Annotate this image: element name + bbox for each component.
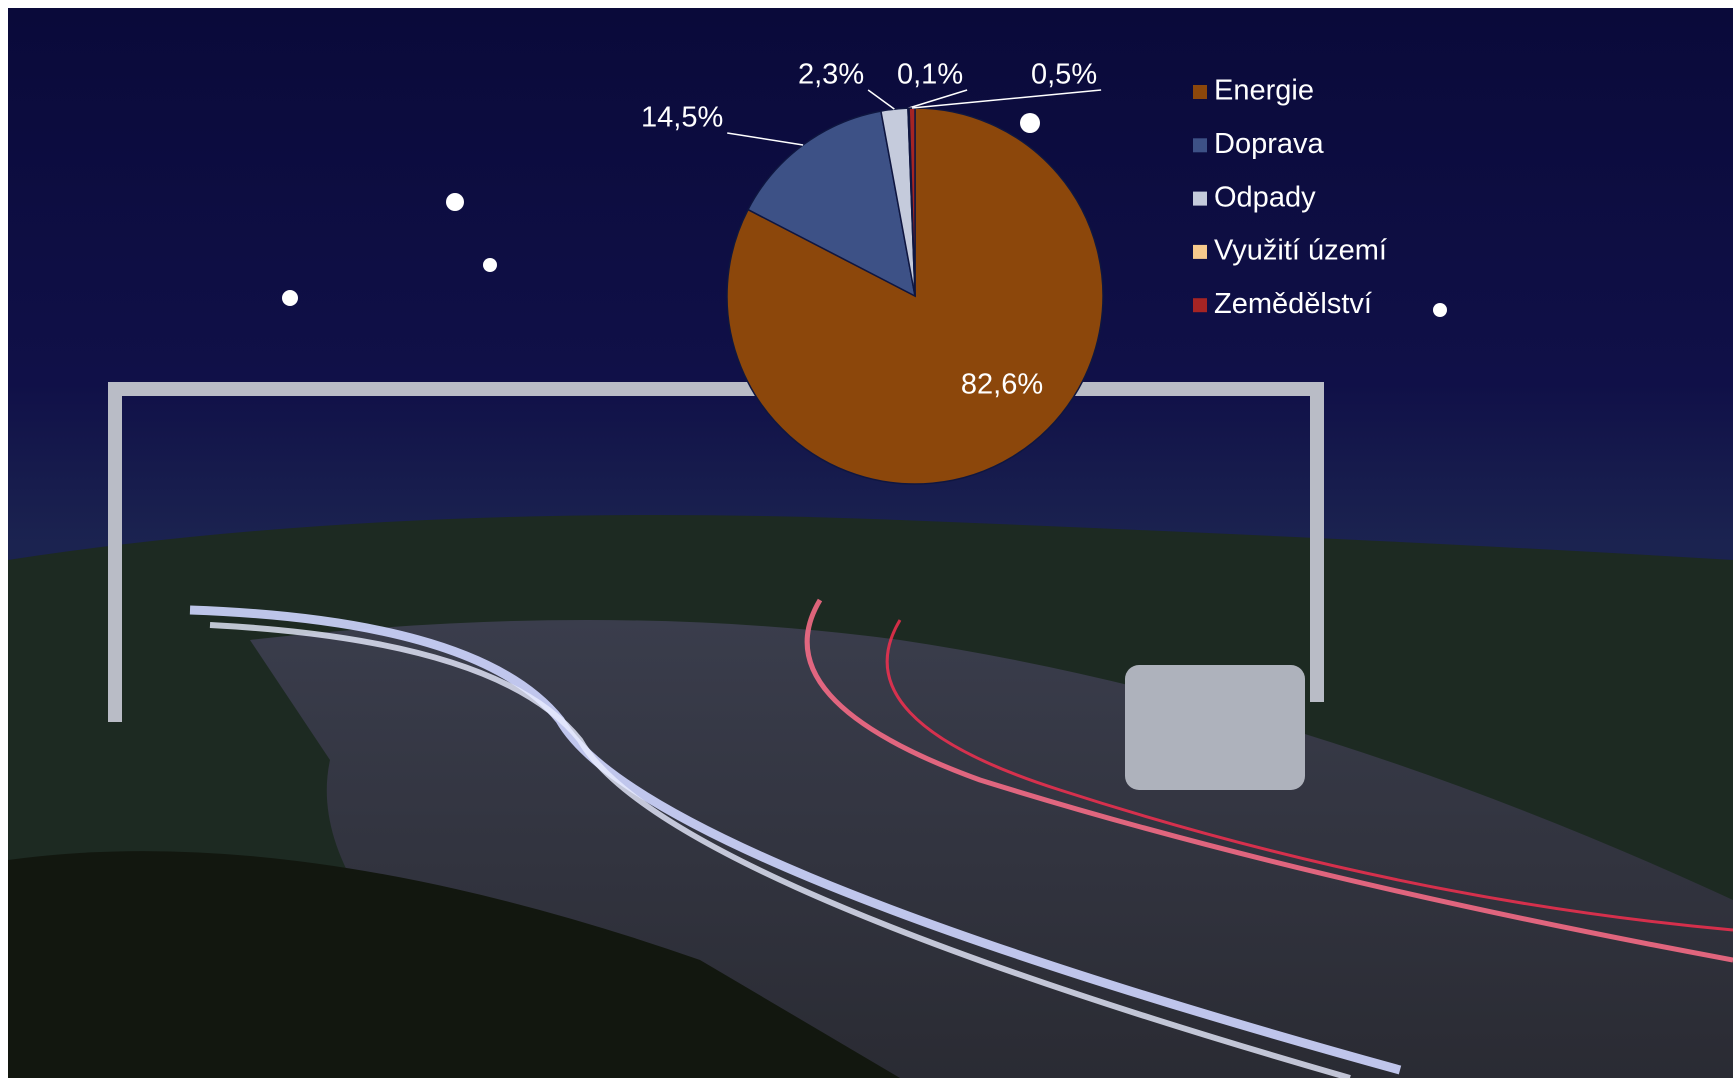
legend-swatch bbox=[1193, 298, 1207, 312]
legend-label: Využití území bbox=[1214, 235, 1387, 267]
legend-label: Doprava bbox=[1214, 128, 1324, 160]
data-label: 82,6% bbox=[961, 369, 1043, 401]
chart: 82,6% 14,5% 2,3% 0,1% 0,5% Energie Doprava Odpa… bbox=[0, 0, 1733, 1078]
legend-label: Odpady bbox=[1214, 181, 1316, 213]
legend-swatch bbox=[1193, 138, 1207, 152]
legend-swatch bbox=[1193, 192, 1207, 206]
legend-swatch bbox=[1193, 245, 1207, 259]
data-label: 14,5% bbox=[641, 102, 723, 134]
data-label: 2,3% bbox=[798, 59, 864, 91]
legend-swatch bbox=[1193, 85, 1207, 99]
data-label: 0,1% bbox=[897, 59, 963, 91]
data-label: 0,5% bbox=[1031, 59, 1097, 91]
legend-label: Zemědělství bbox=[1214, 288, 1372, 320]
legend-label: Energie bbox=[1214, 75, 1314, 107]
